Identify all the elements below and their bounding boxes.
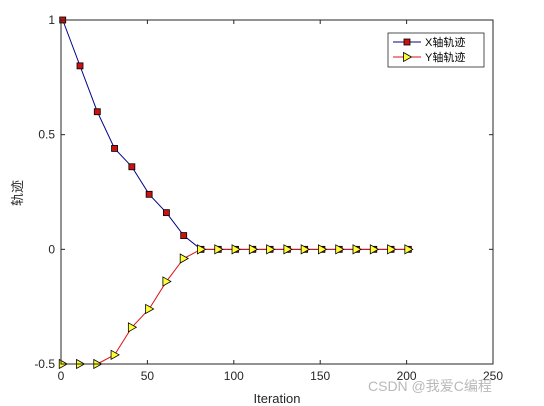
x-tick-label: 0 [58, 369, 65, 383]
series-1-point [180, 232, 188, 239]
series-2-point [283, 244, 293, 255]
series-2-point [266, 244, 276, 255]
series-2-point [179, 253, 190, 264]
watermark: CSDN @我爱C编程 [368, 378, 492, 394]
x-tick-label: 100 [224, 369, 244, 383]
legend-marker [403, 38, 411, 46]
legend-marker [403, 51, 413, 63]
x-tick-label: 50 [141, 369, 155, 383]
y-tick-label: 0.5 [38, 128, 55, 142]
series-2-point [162, 276, 172, 287]
series-2-point [127, 322, 138, 333]
series-2-point [145, 303, 155, 315]
plot-background [61, 20, 493, 364]
series-2-point [214, 244, 224, 255]
series-2-point [318, 244, 328, 255]
series-2-point [300, 244, 310, 255]
x-tick-label: 200 [397, 369, 417, 383]
series-1-point [145, 190, 153, 198]
series-1-point [93, 108, 101, 116]
series-1-point [111, 145, 118, 152]
series-1-point [76, 62, 84, 70]
x-axis-label: Iteration [254, 391, 301, 406]
legend-entry: Y轴轨迹 [393, 50, 465, 64]
plot-area [61, 20, 493, 364]
y-tick-label: 1 [48, 13, 55, 27]
series-layer [58, 16, 414, 370]
series-2-point [369, 244, 380, 255]
legend-label: Y轴轨迹 [425, 50, 465, 64]
series-2-point [404, 244, 414, 255]
x-tick-label: 250 [483, 369, 503, 383]
legend-entry: X轴轨迹 [393, 35, 465, 49]
series-2-point [110, 349, 120, 361]
series-1-point [128, 163, 136, 171]
series-2-point [197, 244, 207, 255]
y-axis-label: 轨迹 [10, 180, 25, 206]
series-1-point [163, 209, 170, 217]
series-2-point [335, 244, 345, 255]
y-tick-label: -0.5 [34, 357, 55, 371]
series-2-point [231, 244, 241, 255]
series-2 [58, 244, 414, 370]
series-2-point [248, 244, 259, 255]
axes-layer: 0 50 100 150 200 250-0.500.51 [34, 13, 503, 383]
y-tick-label: 0 [48, 242, 55, 256]
x-tick-label: 150 [310, 369, 330, 383]
legend-label: X轴轨迹 [425, 35, 465, 49]
axes-box [60, 19, 494, 365]
series-2-point [352, 244, 362, 255]
series-2-point [387, 244, 397, 255]
